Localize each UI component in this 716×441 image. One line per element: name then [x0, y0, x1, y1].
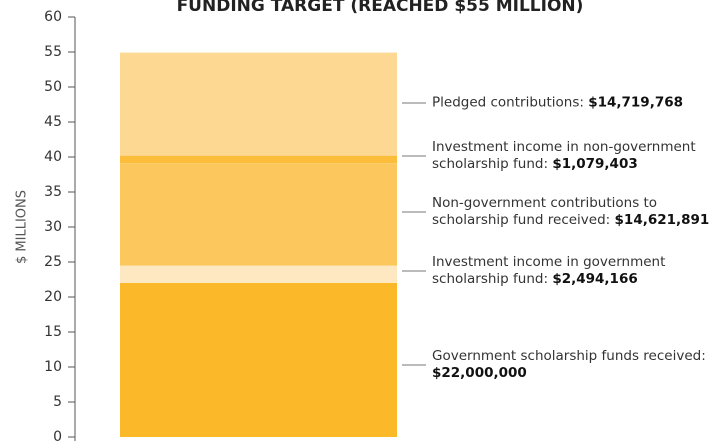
y-tick-label: 30: [44, 219, 62, 235]
y-tick-label: 35: [44, 184, 62, 200]
y-tick-label: 10: [44, 359, 62, 375]
annotation: Non-government contributions to scholars…: [432, 195, 716, 229]
y-tick-label: 15: [44, 324, 62, 340]
y-axis-label: $ MILLIONS: [15, 190, 30, 264]
series-name: Investment income in government scholars…: [432, 254, 666, 287]
y-tick-label: 5: [53, 394, 62, 410]
y-tick-label: 45: [44, 114, 62, 130]
annotation: Government scholarship funds received: $…: [432, 348, 716, 382]
y-tick-label: 55: [44, 44, 62, 60]
annotation: Pledged contributions: $14,719,768: [432, 95, 716, 112]
series-name: Non-government contributions to scholars…: [432, 195, 658, 228]
bar-segment: [120, 155, 397, 164]
bar-segment: [120, 163, 397, 266]
value-label: $1,079,403: [552, 156, 638, 172]
value-label: $14,621,891: [614, 212, 710, 228]
series-name: Investment income in non-government scho…: [432, 139, 696, 172]
value-label: $14,719,768: [588, 94, 683, 111]
bar-segment: [120, 265, 397, 283]
chart-title: FUNDING TARGET (REACHED $55 MILLION): [177, 0, 584, 16]
bar-segment: [120, 283, 397, 437]
annotation: Investment income in non-government scho…: [432, 139, 716, 173]
y-tick-label: 60: [44, 9, 62, 25]
value-label: $2,494,166: [552, 271, 638, 287]
bar-segment: [120, 52, 397, 156]
series-name: Government scholarship funds received:: [432, 348, 706, 364]
y-tick-label: 40: [44, 149, 62, 165]
y-tick-label: 0: [53, 429, 62, 441]
y-tick-label: 50: [44, 79, 62, 95]
y-tick-label: 20: [44, 289, 62, 305]
annotation: Investment income in government scholars…: [432, 254, 716, 288]
value-label: $22,000,000: [432, 365, 527, 381]
y-tick-label: 25: [44, 254, 62, 270]
series-name: Pledged contributions:: [432, 94, 584, 111]
